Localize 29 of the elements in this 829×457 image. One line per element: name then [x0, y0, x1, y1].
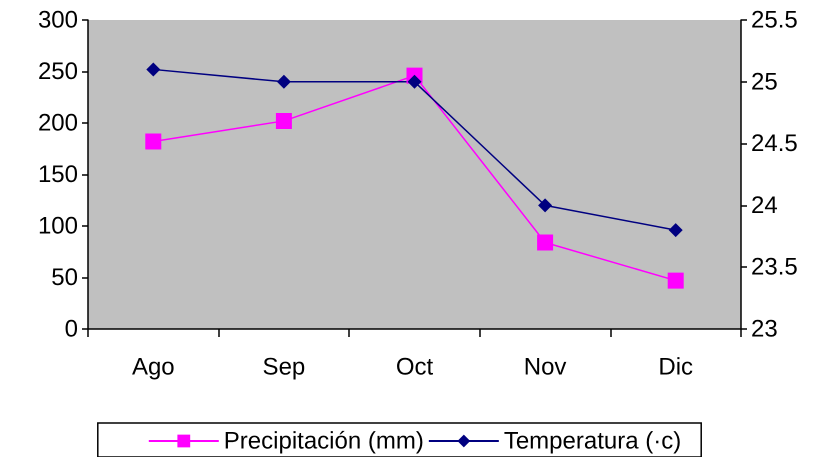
point	[276, 112, 292, 129]
point	[276, 74, 291, 89]
point	[668, 272, 684, 289]
point	[146, 62, 160, 76]
point	[408, 74, 422, 89]
x-tick-label: Sep	[262, 354, 306, 380]
x-tick-label: Nov	[524, 354, 566, 380]
y-tick-label: 100	[38, 212, 78, 240]
y-tick-label: 250	[38, 58, 78, 85]
y2-tick-label: 24	[751, 192, 778, 219]
point	[145, 134, 162, 150]
legend-label: Precipitación (mm)	[224, 428, 424, 454]
point	[668, 223, 683, 238]
y2-tick-label: 24.5	[751, 130, 798, 158]
y2-tick-label: 25.5	[751, 6, 798, 34]
point	[538, 198, 552, 212]
y-tick-label: 300	[38, 6, 78, 34]
x-tick-label: Dic	[658, 354, 694, 380]
point	[537, 234, 554, 250]
y-tick-label: 200	[38, 110, 78, 136]
y-tick-label: 50	[51, 264, 78, 291]
y-tick-label: 0	[64, 316, 78, 342]
x-tick-label: Ago	[132, 354, 175, 380]
y2-tick-label: 25	[751, 68, 778, 96]
y2-tick-label: 23	[751, 316, 778, 342]
legend-label: Temperatura (·c)	[504, 428, 682, 454]
x-tick-label: Oct	[396, 354, 434, 380]
y-tick-label: 150	[38, 161, 78, 188]
y2-tick-label: 23.5	[751, 254, 798, 281]
